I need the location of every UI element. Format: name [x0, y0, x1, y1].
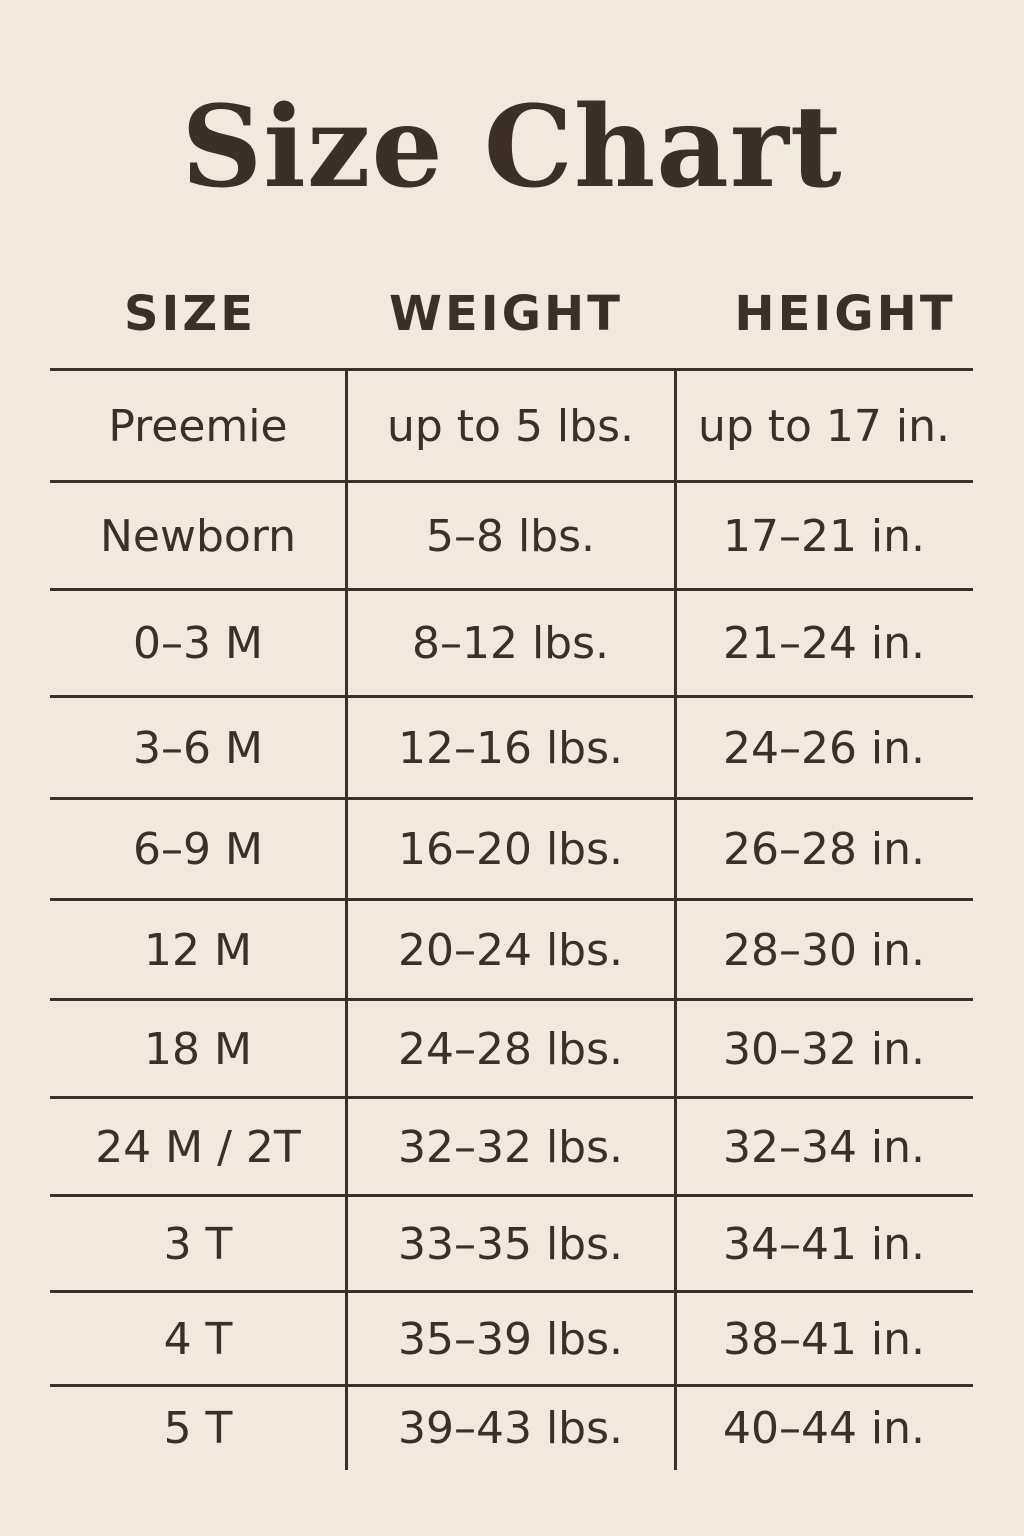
row-divider — [50, 368, 973, 371]
size-cell: 3 T — [163, 1218, 233, 1270]
header-size: SIZE — [123, 286, 257, 342]
table-row: 3–6 M 12–16 lbs. 24–26 in. — [50, 698, 973, 798]
height-cell: 24–26 in. — [722, 722, 926, 774]
size-cell: 6–9 M — [133, 824, 263, 875]
table-row: 12 M 20–24 lbs. 28–30 in. — [50, 901, 973, 999]
row-divider — [50, 588, 973, 591]
height-cell: 17–21 in. — [722, 510, 926, 562]
height-cell: 32–34 in. — [722, 1121, 926, 1173]
height-cell: 34–41 in. — [722, 1218, 926, 1270]
table-row: 4 T 35–39 lbs. 38–41 in. — [50, 1293, 973, 1385]
size-cell: Preemie — [108, 400, 288, 452]
size-cell: 18 M — [144, 1023, 252, 1075]
table-row: 3 T 33–35 lbs. 34–41 in. — [50, 1197, 973, 1291]
weight-cell: 16–20 lbs. — [397, 824, 624, 875]
table-row: Preemie up to 5 lbs. up to 17 in. — [50, 371, 973, 481]
size-cell: 12 M — [144, 924, 252, 976]
size-cell: 5 T — [163, 1403, 233, 1454]
column-divider — [674, 369, 677, 1470]
column-divider — [345, 369, 348, 1470]
size-cell: 0–3 M — [133, 618, 263, 669]
weight-cell: 8–12 lbs. — [411, 618, 610, 669]
size-cell: 3–6 M — [133, 722, 263, 774]
row-divider — [50, 998, 973, 1001]
height-cell: 30–32 in. — [722, 1023, 926, 1075]
size-cell: 4 T — [163, 1313, 233, 1365]
page-title: Size Chart — [181, 82, 843, 213]
size-cell: 24 M / 2T — [95, 1121, 301, 1173]
table-row: 18 M 24–28 lbs. 30–32 in. — [50, 1001, 973, 1097]
row-divider — [50, 797, 973, 800]
row-divider — [50, 1194, 973, 1197]
weight-cell: 39–43 lbs. — [397, 1403, 624, 1454]
header-height: HEIGHT — [734, 286, 956, 342]
size-cell: Newborn — [99, 510, 297, 562]
weight-cell: up to 5 lbs. — [386, 400, 634, 452]
weight-cell: 5–8 lbs. — [425, 510, 596, 562]
row-divider — [50, 1384, 973, 1387]
table-row: 5 T 39–43 lbs. 40–44 in. — [50, 1387, 973, 1470]
height-cell: 21–24 in. — [722, 618, 926, 669]
table-row: 0–3 M 8–12 lbs. 21–24 in. — [50, 591, 973, 696]
height-cell: 40–44 in. — [722, 1403, 926, 1454]
row-divider — [50, 1096, 973, 1099]
header-weight: WEIGHT — [389, 286, 623, 342]
weight-cell: 12–16 lbs. — [397, 722, 624, 774]
weight-cell: 32–32 lbs. — [397, 1121, 624, 1173]
weight-cell: 20–24 lbs. — [397, 924, 624, 976]
weight-cell: 33–35 lbs. — [397, 1218, 624, 1270]
height-cell: 38–41 in. — [722, 1313, 926, 1365]
row-divider — [50, 898, 973, 901]
table-row: Newborn 5–8 lbs. 17–21 in. — [50, 483, 973, 589]
height-cell: up to 17 in. — [697, 400, 951, 452]
table-row: 6–9 M 16–20 lbs. 26–28 in. — [50, 800, 973, 899]
weight-cell: 35–39 lbs. — [397, 1313, 624, 1365]
weight-cell: 24–28 lbs. — [397, 1023, 624, 1075]
row-divider — [50, 1290, 973, 1293]
height-cell: 28–30 in. — [722, 924, 926, 976]
row-divider — [50, 695, 973, 698]
height-cell: 26–28 in. — [722, 824, 926, 875]
table-row: 24 M / 2T 32–32 lbs. 32–34 in. — [50, 1099, 973, 1195]
row-divider — [50, 480, 973, 483]
